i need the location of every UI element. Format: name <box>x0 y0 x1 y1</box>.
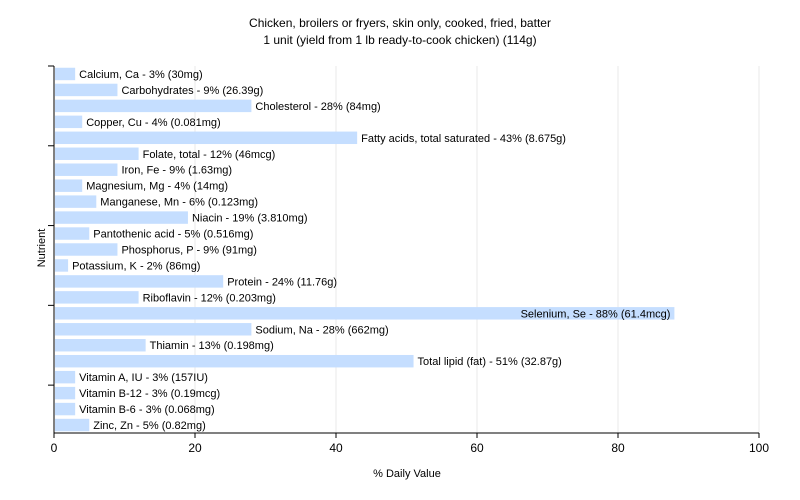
bar <box>55 147 139 160</box>
x-tick-label: 80 <box>611 441 625 455</box>
y-axis-label: Nutrient <box>36 229 48 268</box>
bar-label: Pantothenic acid - 5% (0.516mg) <box>93 229 253 241</box>
chart-subtitle: 1 unit (yield from 1 lb ready-to-cook ch… <box>263 33 536 47</box>
bar <box>55 259 69 272</box>
bar <box>55 243 118 256</box>
bar <box>55 307 675 320</box>
x-tick-label: 40 <box>329 441 343 455</box>
bar <box>55 131 358 145</box>
bar-label: Sodium, Na - 28% (662mg) <box>255 324 388 336</box>
bar <box>55 418 90 432</box>
bar-label: Fatty acids, total saturated - 43% (8.67… <box>361 133 566 145</box>
bar <box>55 291 139 304</box>
bar-label: Vitamin B-12 - 3% (0.19mcg) <box>79 388 220 400</box>
bar <box>55 354 414 368</box>
bar-label: Phosphorus, P - 9% (91mg) <box>121 245 257 257</box>
bar <box>55 195 97 208</box>
bar <box>55 227 90 240</box>
bar-label: Magnesium, Mg - 4% (14mg) <box>86 181 228 193</box>
x-tick-label: 0 <box>51 441 58 455</box>
bar-label: Thiamin - 13% (0.198mg) <box>150 340 274 352</box>
plot-area: Calcium, Ca - 3% (30mg) Carbohydrates - 9… <box>48 65 769 455</box>
bar <box>55 115 83 129</box>
x-axis-label: % Daily Value <box>373 468 441 480</box>
plot-background <box>54 66 759 433</box>
x-tick-label: 20 <box>188 441 202 455</box>
bar-label: Cholesterol - 28% (84mg) <box>255 101 380 113</box>
bar <box>55 370 76 384</box>
bar <box>55 402 76 416</box>
bar-label: Carbohydrates - 9% (26.39g) <box>121 85 263 97</box>
bar <box>55 163 118 176</box>
bar <box>55 83 118 97</box>
bar <box>55 386 76 400</box>
bar <box>55 275 224 288</box>
bar <box>55 179 83 192</box>
bar-label: Selenium, Se - 88% (61.4mcg) <box>521 308 671 320</box>
bar <box>55 211 188 224</box>
bar-label: Calcium, Ca - 3% (30mg) <box>79 69 202 81</box>
bar-label: Copper, Cu - 4% (0.081mg) <box>86 117 221 129</box>
x-tick-label: 100 <box>749 441 769 455</box>
bar <box>55 99 252 113</box>
bar-label: Zinc, Zn - 5% (0.82mg) <box>93 420 205 432</box>
bar-label: Vitamin A, IU - 3% (157IU) <box>79 372 208 384</box>
bar-label: Vitamin B-6 - 3% (0.068mg) <box>79 404 215 416</box>
bar <box>55 323 252 336</box>
bar-label: Folate, total - 12% (46mcg) <box>143 149 276 161</box>
bar-label: Iron, Fe - 9% (1.63mg) <box>121 165 232 177</box>
bar-label: Total lipid (fat) - 51% (32.87g) <box>418 356 562 368</box>
x-tick-label: 60 <box>470 441 484 455</box>
bar <box>55 67 76 81</box>
bar-label: Manganese, Mn - 6% (0.123mg) <box>100 197 258 209</box>
bar-label: Protein - 24% (11.76g) <box>227 276 337 288</box>
bar-label: Potassium, K - 2% (86mg) <box>72 260 200 272</box>
bar-label: Niacin - 19% (3.810mg) <box>192 213 308 225</box>
bar-label: Riboflavin - 12% (0.203mg) <box>143 292 276 304</box>
bar <box>55 339 146 352</box>
chart-title: Chicken, broilers or fryers, skin only, … <box>249 16 551 30</box>
